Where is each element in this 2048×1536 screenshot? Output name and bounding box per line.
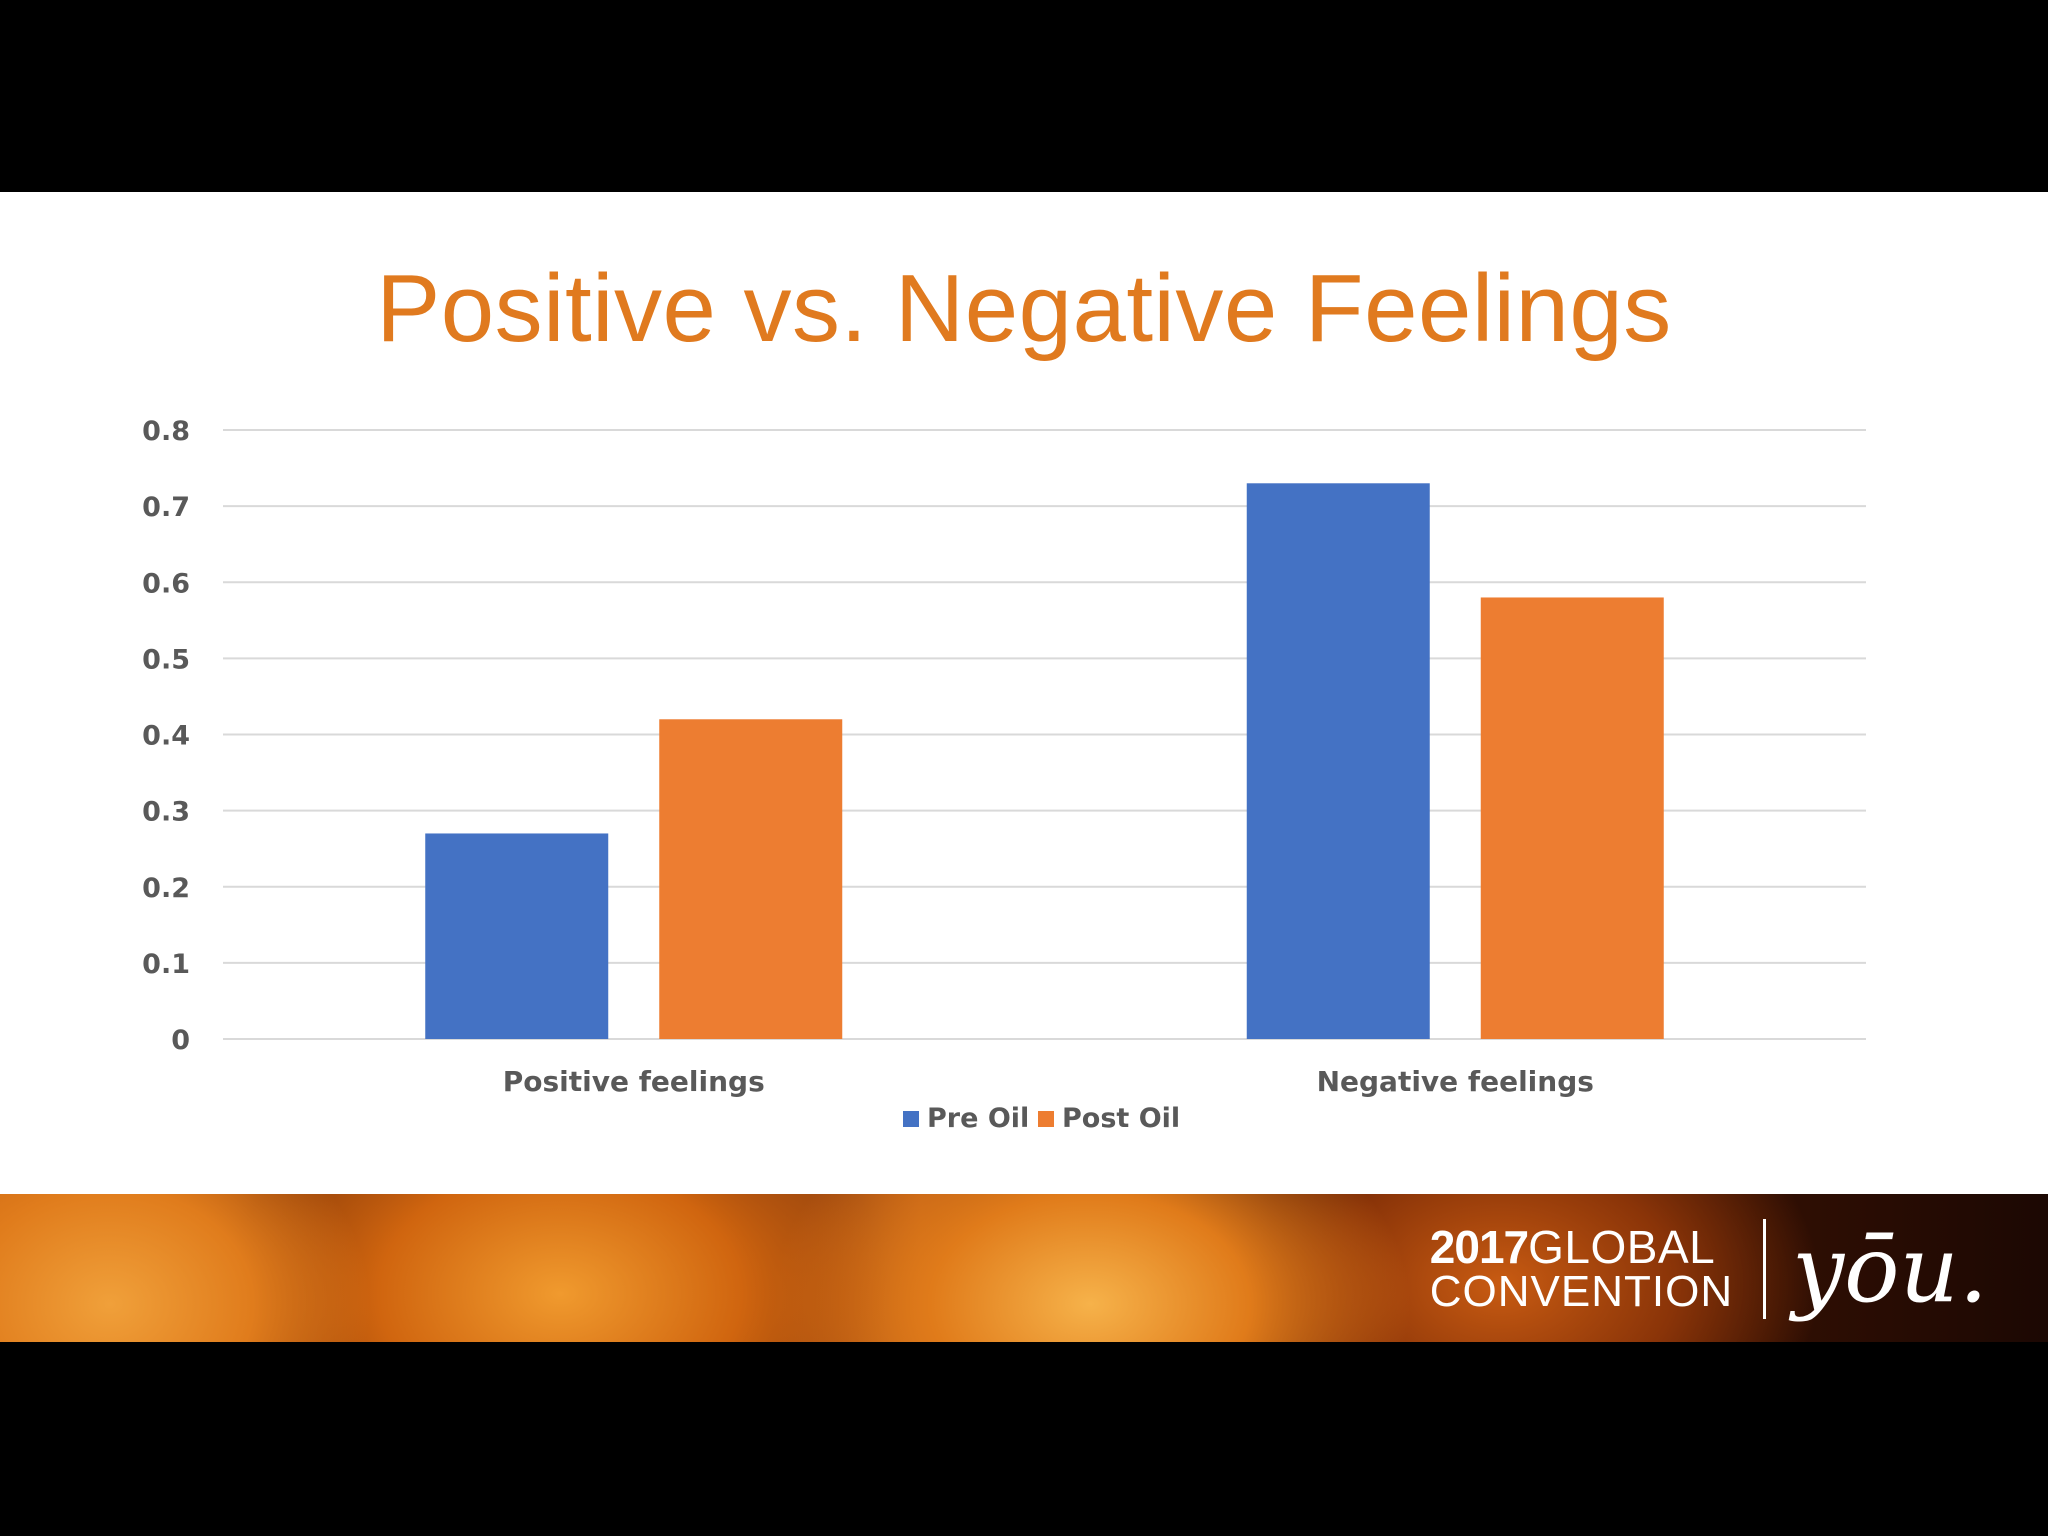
slide-title: Positive vs. Negative Feelings [376, 255, 1672, 362]
category-label: Positive feelings [503, 1065, 765, 1098]
brand-divider [1763, 1219, 1767, 1319]
slide: Positive vs. Negative Feelings 0 0.1 0.2 0.… [0, 192, 2048, 1342]
bar-pre-oil [1246, 483, 1430, 1040]
bars [425, 483, 1664, 1040]
legend-label: Pre Oil [927, 1103, 1029, 1134]
category-label: Negative feelings [1317, 1065, 1594, 1098]
convention-global: GLOBAL [1528, 1220, 1716, 1273]
category-labels: Positive feelings Negative feelings [503, 1065, 1594, 1098]
oranges-banner: 2017GLOBAL CONVENTION yōu. [0, 1194, 2048, 1342]
y-axis-ticks: 0 0.1 0.2 0.3 0.4 0.5 0.6 0.7 0.8 [142, 416, 190, 1056]
y-tick-label: 0.2 [142, 873, 190, 904]
legend: Pre Oil Post Oil [903, 1103, 1180, 1134]
y-tick-label: 0 [171, 1025, 190, 1056]
you-logo: yōu. [1792, 1215, 1988, 1323]
legend-swatch [903, 1111, 919, 1127]
y-tick-label: 0.5 [142, 644, 190, 675]
y-tick-label: 0.3 [142, 797, 190, 828]
convention-word: CONVENTION [1429, 1266, 1734, 1316]
y-tick-label: 0.4 [142, 721, 190, 752]
bar-pre-oil [425, 833, 609, 1039]
convention-name: 2017GLOBAL CONVENTION [1429, 1224, 1734, 1316]
y-tick-label: 0.1 [142, 949, 190, 980]
legend-label: Post Oil [1062, 1103, 1180, 1134]
y-tick-label: 0.6 [142, 568, 190, 599]
bar-chart: 0 0.1 0.2 0.3 0.4 0.5 0.6 0.7 0.8 Positive feeli… [142, 416, 1866, 1134]
bar-post-oil [659, 719, 843, 1039]
convention-year: 2017 [1429, 1220, 1529, 1273]
bar-post-oil [1480, 597, 1664, 1039]
convention-branding: 2017GLOBAL CONVENTION yōu. [1430, 1214, 1988, 1324]
y-tick-label: 0.7 [142, 492, 190, 523]
legend-swatch [1038, 1111, 1054, 1127]
y-tick-label: 0.8 [142, 416, 190, 447]
